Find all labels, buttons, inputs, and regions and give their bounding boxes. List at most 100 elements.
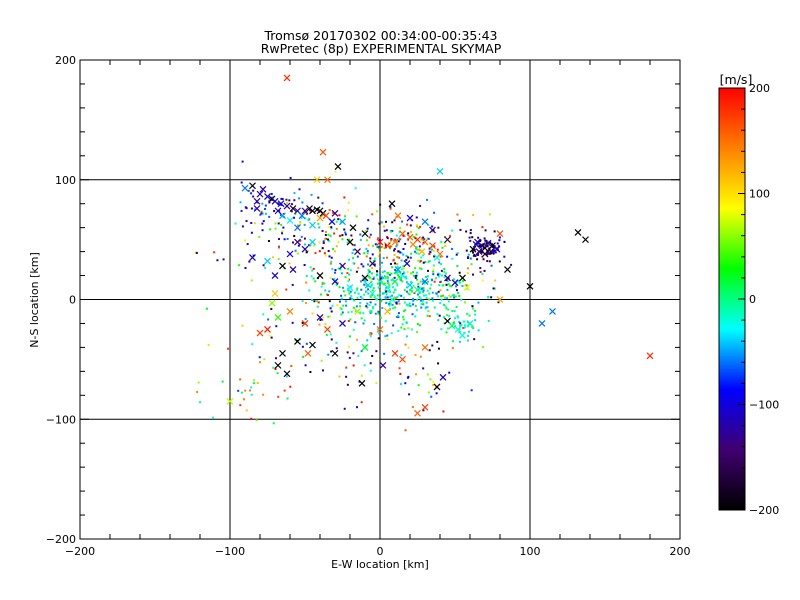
data-dot (386, 277, 389, 280)
data-dot (245, 220, 248, 223)
data-point-cross (298, 212, 306, 220)
data-dot (479, 250, 482, 253)
data-dot (250, 386, 253, 389)
data-dot (323, 282, 326, 285)
data-dot (222, 258, 225, 261)
data-dot (398, 231, 401, 234)
data-point-cross (253, 205, 261, 212)
data-dot (386, 296, 389, 299)
data-dot (328, 300, 331, 303)
data-point-cross (289, 205, 297, 212)
data-point-cross (439, 373, 447, 381)
data-dot (313, 300, 316, 303)
data-dot (422, 367, 425, 370)
data-dot (371, 253, 374, 256)
cross-stroke (331, 209, 339, 217)
data-dot (485, 253, 488, 256)
data-dot (321, 281, 324, 284)
data-dot (380, 245, 383, 248)
data-dot (385, 229, 388, 232)
data-dot (428, 253, 431, 256)
data-dot (323, 252, 326, 255)
cross-stroke (249, 254, 256, 262)
data-dot (347, 311, 350, 314)
data-point-cross (301, 245, 309, 253)
data-dot (471, 307, 474, 310)
data-dot (252, 379, 255, 382)
data-dot (402, 248, 405, 251)
data-point-cross (268, 299, 276, 307)
cross-stroke (334, 163, 342, 171)
data-dot (349, 297, 352, 300)
data-dot (387, 282, 390, 285)
data-dot (483, 269, 486, 272)
data-dot (471, 236, 474, 239)
data-dot (378, 251, 381, 254)
cross-stroke (349, 224, 357, 232)
data-dot (472, 327, 475, 330)
cross-stroke (448, 322, 456, 330)
data-dot (334, 271, 337, 274)
data-dot (366, 306, 369, 309)
data-dot (401, 272, 404, 275)
data-dot (396, 265, 399, 268)
data-dot (267, 239, 270, 242)
data-dot (390, 332, 393, 335)
data-dot (492, 252, 495, 255)
data-dot (420, 288, 423, 291)
data-dot (498, 260, 501, 263)
data-dot (359, 280, 362, 283)
data-dot (372, 287, 375, 290)
data-point-cross (304, 349, 312, 357)
data-dot (431, 299, 434, 302)
data-dot (449, 295, 452, 298)
data-dot (308, 289, 311, 292)
data-dot (429, 378, 432, 381)
data-dot (360, 350, 363, 353)
data-dot (385, 290, 388, 293)
data-point-cross (316, 314, 324, 321)
data-dot (409, 256, 412, 259)
data-dot (262, 264, 265, 267)
data-dot (309, 209, 312, 212)
data-dot (234, 222, 237, 225)
data-dot (374, 243, 377, 246)
data-dot (329, 333, 332, 336)
cross-stroke (277, 200, 285, 208)
data-point-cross (361, 343, 369, 351)
data-point-cross (394, 266, 402, 273)
data-dot (370, 272, 373, 275)
data-dot (376, 298, 379, 301)
data-dot (490, 264, 493, 267)
data-dot (452, 294, 455, 297)
data-dot (370, 293, 373, 296)
data-dot (398, 294, 401, 297)
data-dot (397, 250, 400, 253)
data-point-cross (328, 218, 336, 226)
data-dot (339, 307, 342, 310)
data-dot (277, 222, 280, 225)
data-dot (300, 235, 303, 238)
x-tick-label: −100 (215, 545, 245, 558)
data-dot (379, 265, 382, 268)
data-point-cross (331, 349, 339, 357)
data-dot (363, 293, 366, 296)
data-dot (399, 278, 402, 281)
cross-stroke (324, 326, 331, 333)
data-dot (405, 335, 408, 338)
data-point-cross (472, 240, 480, 248)
data-dot (329, 307, 332, 310)
data-dot (433, 245, 436, 248)
data-dot (346, 241, 349, 244)
cross-stroke (249, 182, 256, 190)
data-dot (366, 227, 369, 230)
data-dot (459, 324, 462, 327)
data-dot (414, 315, 417, 318)
data-dot (212, 416, 215, 419)
data-point-cross (421, 238, 429, 246)
data-dot (268, 201, 271, 204)
data-dot (367, 288, 370, 291)
data-dot (363, 283, 366, 286)
data-point-cross (324, 326, 331, 333)
data-dot (430, 395, 433, 398)
